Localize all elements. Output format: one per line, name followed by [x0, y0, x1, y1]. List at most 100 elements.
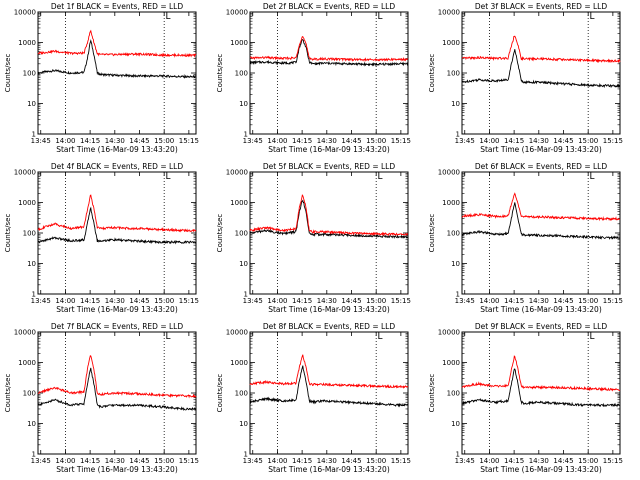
x-tick-label: 14:15: [292, 457, 312, 465]
x-tick-label: 14:00: [479, 137, 499, 145]
series-line-events: [461, 202, 621, 240]
y-tick-label: 1: [456, 451, 460, 459]
x-axis-label: Start Time (16-Mar-09 13:43:20): [480, 145, 602, 154]
x-tick-label: 13:45: [243, 137, 263, 145]
y-tick-label: 10000: [438, 169, 460, 177]
x-tick-label: 15:00: [154, 297, 174, 305]
x-tick-label: 13:45: [455, 457, 475, 465]
y-tick-label: 100: [447, 390, 460, 398]
corner-mark: L: [165, 12, 170, 22]
y-axis-label: Counts/sec: [4, 374, 12, 413]
x-tick-label: 14:00: [55, 137, 75, 145]
x-tick-label: 14:15: [292, 297, 312, 305]
x-tick-label: 13:45: [455, 297, 475, 305]
y-tick-label: 1000: [442, 359, 460, 367]
y-tick-label: 1000: [230, 39, 248, 47]
y-tick-label: 1000: [18, 39, 36, 47]
x-tick-label: 14:45: [553, 457, 573, 465]
x-tick-label: 14:45: [341, 297, 361, 305]
x-tick-label: 14:00: [267, 457, 287, 465]
x-tick-label: 15:00: [154, 137, 174, 145]
y-tick-label: 1: [32, 131, 36, 139]
series-line-lld: [37, 194, 197, 233]
y-tick-label: 10: [239, 420, 248, 428]
y-tick-label: 100: [447, 230, 460, 238]
corner-mark: L: [589, 12, 594, 22]
x-tick-label: 14:45: [129, 297, 149, 305]
chart-title: Det 3f BLACK = Events, RED = LLD: [475, 2, 608, 11]
y-tick-label: 10000: [226, 169, 248, 177]
x-tick-label: 14:45: [341, 137, 361, 145]
series-line-events: [37, 206, 197, 245]
y-tick-label: 1000: [442, 39, 460, 47]
x-tick-label: 15:15: [391, 297, 411, 305]
x-axis-label: Start Time (16-Mar-09 13:43:20): [56, 305, 178, 314]
x-tick-label: 14:00: [55, 457, 75, 465]
x-axis-label: Start Time (16-Mar-09 13:43:20): [56, 145, 178, 154]
chart-title: Det 6f BLACK = Events, RED = LLD: [475, 162, 608, 171]
x-tick-label: 14:15: [292, 137, 312, 145]
x-axis-label: Start Time (16-Mar-09 13:43:20): [268, 465, 390, 474]
y-axis-label: Counts/sec: [4, 214, 12, 253]
x-tick-label: 15:15: [603, 137, 623, 145]
y-tick-label: 10: [27, 100, 36, 108]
series-line-lld: [37, 29, 197, 58]
y-axis-label: Counts/sec: [216, 374, 224, 413]
plot-frame: [249, 331, 409, 455]
y-tick-label: 1: [32, 291, 36, 299]
series-line-lld: [249, 36, 409, 63]
series-line-lld: [461, 35, 621, 64]
chart-title: Det 7f BLACK = Events, RED = LLD: [51, 322, 184, 331]
chart-title: Det 9f BLACK = Events, RED = LLD: [475, 322, 608, 331]
x-tick-label: 13:45: [31, 137, 51, 145]
series-line-events: [37, 39, 197, 79]
x-tick-label: 14:45: [553, 297, 573, 305]
plot-frame: [37, 11, 197, 135]
y-tick-label: 1: [32, 451, 36, 459]
x-tick-label: 15:00: [578, 457, 598, 465]
x-tick-label: 14:30: [105, 297, 125, 305]
y-tick-label: 10: [451, 100, 460, 108]
x-tick-label: 14:15: [504, 457, 524, 465]
x-tick-label: 14:30: [317, 297, 337, 305]
y-tick-label: 100: [235, 70, 248, 78]
x-tick-label: 14:30: [529, 137, 549, 145]
series-line-lld: [38, 355, 197, 399]
chart-title: Det 2f BLACK = Events, RED = LLD: [263, 2, 396, 11]
y-tick-label: 1: [244, 451, 248, 459]
x-tick-label: 15:00: [578, 137, 598, 145]
y-tick-label: 1000: [442, 199, 460, 207]
y-tick-label: 100: [23, 390, 36, 398]
y-tick-label: 10: [239, 100, 248, 108]
x-tick-label: 15:15: [391, 137, 411, 145]
corner-mark: L: [589, 332, 594, 342]
plot-frame: [461, 331, 621, 455]
x-tick-label: 14:30: [317, 457, 337, 465]
y-tick-label: 10000: [226, 329, 248, 337]
series-line-lld: [461, 192, 621, 222]
y-tick-label: 10000: [14, 169, 36, 177]
x-tick-label: 14:00: [55, 297, 75, 305]
x-tick-label: 15:15: [391, 457, 411, 465]
y-tick-label: 1: [456, 291, 460, 299]
x-tick-label: 13:45: [31, 297, 51, 305]
y-tick-label: 10000: [438, 329, 460, 337]
series-line-lld: [461, 355, 621, 392]
y-tick-label: 10: [239, 260, 248, 268]
series-line-events: [461, 49, 620, 89]
y-tick-label: 1000: [18, 199, 36, 207]
x-tick-label: 15:15: [603, 297, 623, 305]
x-tick-label: 13:45: [455, 137, 475, 145]
x-axis-label: Start Time (16-Mar-09 13:43:20): [480, 305, 602, 314]
series-line-events: [249, 365, 409, 408]
x-axis-label: Start Time (16-Mar-09 13:43:20): [268, 305, 390, 314]
y-axis-label: Counts/sec: [216, 214, 224, 253]
chart-title: Det 1f BLACK = Events, RED = LLD: [51, 2, 184, 11]
y-tick-label: 1000: [230, 359, 248, 367]
